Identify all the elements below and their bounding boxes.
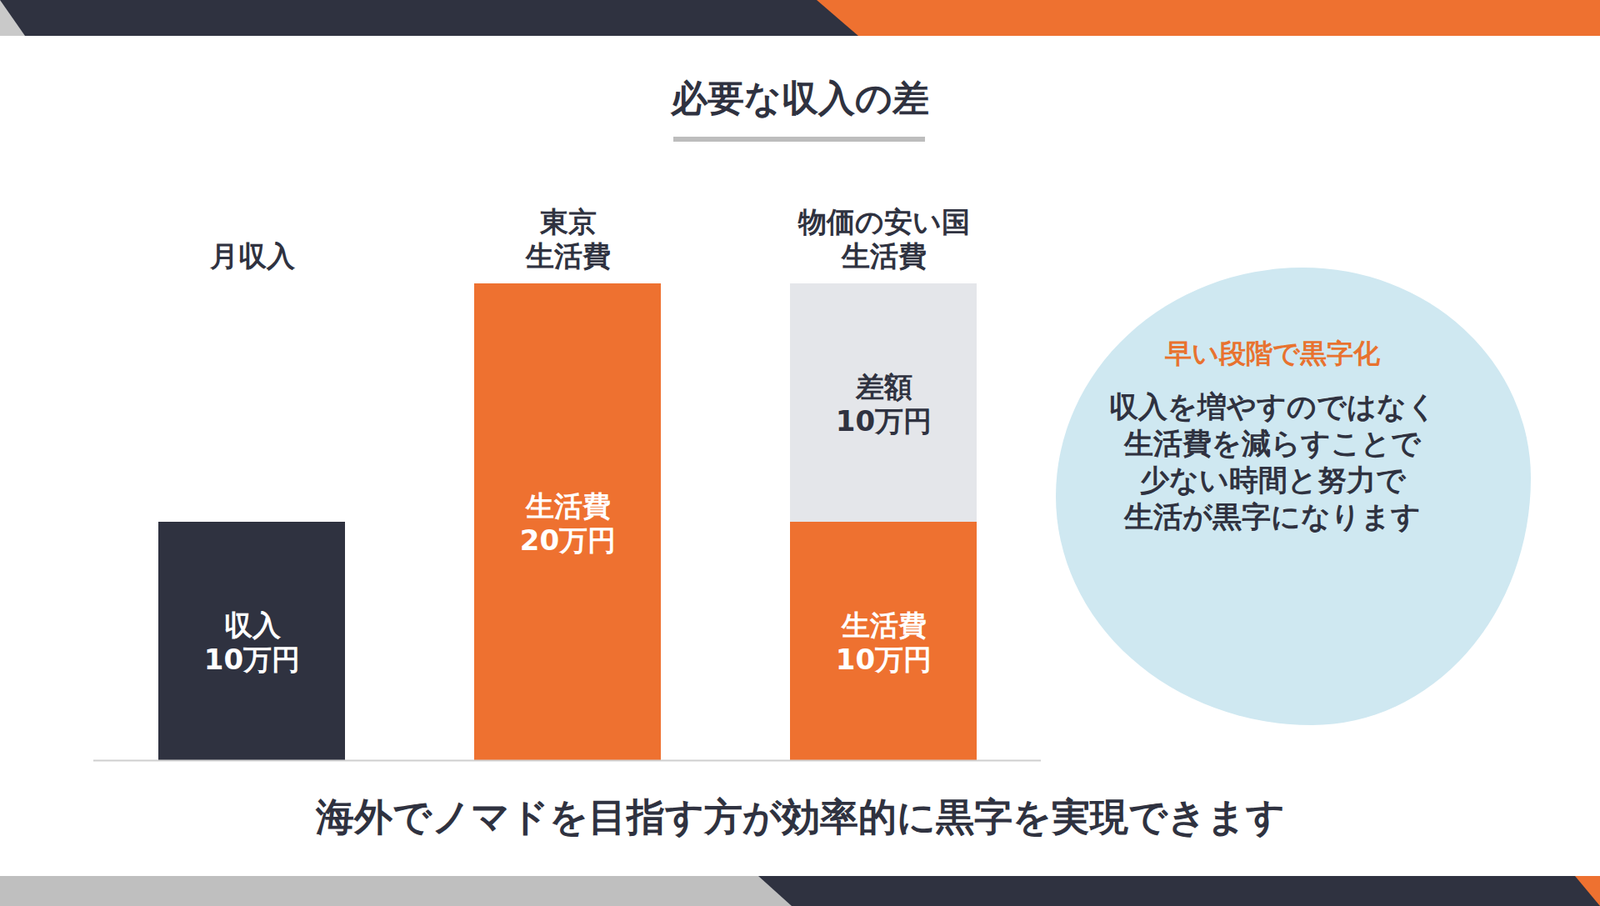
html-text:早い段階で黒字化: 早い段階で黒字化: [1165, 337, 1380, 370]
svg-text:差額10万円: 差額10万円: [835, 370, 932, 438]
html-text:生活費を減らすことで: 生活費を減らすことで: [1124, 426, 1421, 460]
html-text:生活が黒字になります: 生活が黒字になります: [1124, 500, 1421, 534]
html-text:少ない時間と努力で: 少ない時間と努力で: [1139, 463, 1406, 497]
html-text:必要な収入の差: 必要な収入の差: [670, 76, 930, 120]
svg-text:東京生活費: 東京生活費: [525, 205, 611, 273]
html-text:海外でノマドを目指す方が効率的に黒字を実現できます: 海外でノマドを目指す方が効率的に黒字を実現できます: [315, 794, 1285, 840]
svg-text:物価の安い国生活費: 物価の安い国生活費: [797, 205, 970, 273]
html-text:収入を増やすのではなく: 収入を増やすのではなく: [1108, 390, 1437, 424]
svg-text:月収入: 月収入: [209, 239, 296, 273]
svg-text:収入10万円: 収入10万円: [204, 608, 300, 676]
svg-text:生活費20万円: 生活費20万円: [520, 489, 616, 557]
svg-text:生活費10万円: 生活費10万円: [835, 608, 932, 676]
